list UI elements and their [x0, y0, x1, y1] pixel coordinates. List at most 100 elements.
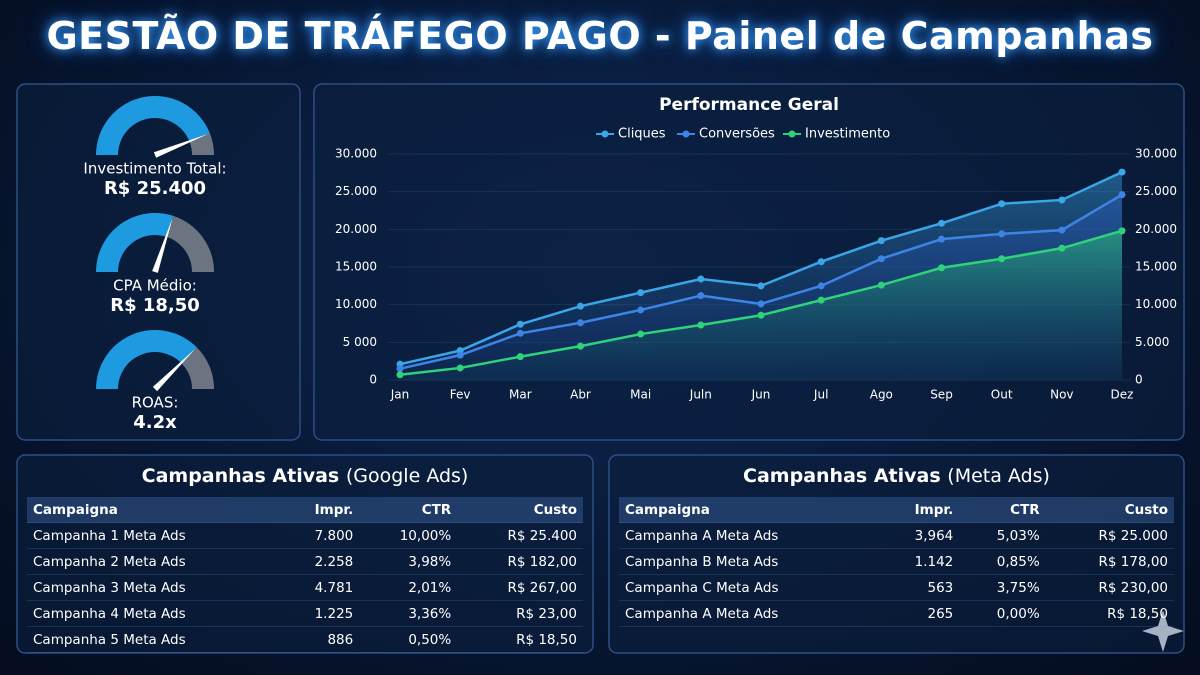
y-tick-label: 30.000	[1135, 147, 1177, 161]
data-point	[757, 282, 765, 290]
data-point	[396, 371, 404, 379]
header-cell: Custo	[1045, 497, 1174, 523]
gauge-arc	[96, 213, 174, 272]
data-point	[577, 302, 584, 310]
table-cell: 3,964	[879, 522, 960, 549]
table: Campaigna Impr. CTR Custo Campanha 1 Meta Ad…	[27, 497, 583, 653]
sparkle-icon	[1142, 610, 1184, 652]
gauge-needle	[152, 348, 196, 392]
header-cell: Impr.	[281, 497, 360, 523]
data-point	[516, 320, 524, 328]
data-point	[817, 282, 825, 290]
y-tick-label: 25.000	[335, 184, 377, 198]
table-cell: 563	[879, 574, 960, 601]
y-tick-label: 5.000	[1135, 335, 1169, 349]
table-row: Campanha 1 Meta Ads 7.800 10,00% R$ 25.400	[27, 522, 583, 549]
y-tick-label: 5 000	[343, 335, 377, 349]
table-cell: R$ 18,50	[457, 626, 583, 653]
table-row: Campanha A Meta Ads 3,964 5,03% R$ 25.000	[619, 522, 1174, 549]
table-title-main: Campanhas Ativas	[743, 465, 941, 487]
table-cell: 3,98%	[359, 548, 458, 575]
table-cell: 0,50%	[359, 626, 458, 653]
table-cell: Campanha A Meta Ads	[619, 600, 880, 627]
gauge-value: 4.2x	[133, 412, 177, 433]
header-row: Campaigna Impr. CTR Custo	[619, 497, 1174, 523]
table: Campaigna Impr. CTR Custo Campanha A Meta Ad…	[619, 497, 1174, 627]
data-point	[637, 289, 645, 297]
header-cell: Campaigna	[27, 497, 282, 523]
table-cell: 7.800	[281, 522, 360, 549]
data-point	[577, 319, 584, 327]
gauge-rest	[189, 133, 214, 155]
table-cell: Campanha 3 Meta Ads	[27, 574, 282, 601]
gauge-value: R$ 18,50	[110, 295, 200, 316]
legend-label: Cliques	[618, 127, 666, 142]
x-tick-label: Mar	[509, 388, 532, 402]
y-tick-label: 20.000	[335, 222, 377, 236]
table-title: Campanhas Ativas (Google Ads)	[17, 455, 593, 497]
y-tick-label: 0	[1135, 373, 1143, 387]
x-tick-label: Ago	[870, 388, 893, 402]
table-cell: 886	[281, 626, 360, 653]
data-point	[697, 321, 705, 329]
gauge-label: ROAS:	[132, 394, 179, 412]
gauge-value: R$ 25.400	[104, 178, 206, 199]
table-title-main: Campanhas Ativas	[141, 465, 340, 487]
table-cell: 5,03%	[959, 522, 1046, 549]
data-point	[998, 230, 1006, 238]
data-point	[938, 235, 945, 243]
table-cell: 4.781	[281, 574, 360, 601]
data-point	[697, 275, 705, 283]
table-cell: Campanha 1 Meta Ads	[27, 522, 282, 549]
data-point	[1058, 226, 1066, 234]
header-cell: CTR	[359, 497, 458, 523]
header-cell: Custo	[457, 497, 583, 523]
table-cell: Campanha 4 Meta Ads	[27, 600, 282, 627]
data-point	[877, 255, 885, 263]
x-tick-label: Abr	[570, 388, 591, 402]
table-cell: 2,01%	[359, 574, 458, 601]
data-point	[577, 342, 584, 350]
data-point	[637, 306, 645, 314]
data-point	[877, 237, 885, 245]
gauge-arc	[96, 95, 210, 155]
x-tick-label: Jan	[390, 388, 410, 402]
legend-label: Conversões	[699, 127, 775, 142]
table-row: Campanha 2 Meta Ads 2.258 3,98% R$ 182,00	[27, 548, 583, 575]
legend-marker-dot	[682, 130, 690, 138]
y-tick-label: 30.000	[335, 147, 377, 161]
table-row: Campanha 5 Meta Ads 886 0,50% R$ 18,50	[27, 626, 583, 653]
x-tick-label: Mai	[630, 388, 651, 402]
gauge-label: Investimento Total:	[83, 160, 226, 178]
table-cell: R$ 23,00	[457, 600, 583, 627]
table-cell: R$ 267,00	[457, 574, 583, 601]
table-meta: Campanhas Ativas (Meta Ads) Campaigna Imp…	[609, 455, 1184, 653]
chart-title: Performance Geral	[659, 95, 839, 115]
data-point	[998, 255, 1006, 263]
data-point	[456, 351, 464, 359]
table-cell: 2.258	[281, 548, 360, 575]
table-cell: R$ 178,00	[1045, 548, 1174, 575]
data-point	[1118, 227, 1126, 235]
table-cell: 10,00%	[359, 522, 458, 549]
table-cell: Campanha B Meta Ads	[619, 548, 880, 575]
table-cell: 0,00%	[959, 600, 1046, 627]
data-point	[757, 311, 765, 319]
header-row: Campaigna Impr. CTR Custo	[27, 497, 583, 523]
data-point	[516, 329, 524, 337]
y-tick-label: 20.000	[1135, 222, 1177, 236]
data-point	[938, 219, 945, 227]
header-cell: Impr.	[879, 497, 960, 523]
page-title: GESTÃO DE TRÁFEGO PAGO - Painel de Campa…	[46, 14, 1154, 58]
table-cell: R$ 230,00	[1045, 574, 1174, 601]
header-cell: Campaigna	[619, 497, 880, 523]
y-tick-label: 10.000	[1135, 297, 1177, 311]
x-tick-label: Juln	[689, 388, 712, 402]
data-point	[396, 365, 404, 373]
x-tick-label: Sep	[930, 388, 953, 402]
table-cell: 1.142	[879, 548, 960, 575]
legend-marker-dot	[601, 130, 609, 138]
data-point	[998, 200, 1006, 208]
table-cell: Campanha 5 Meta Ads	[27, 626, 282, 653]
